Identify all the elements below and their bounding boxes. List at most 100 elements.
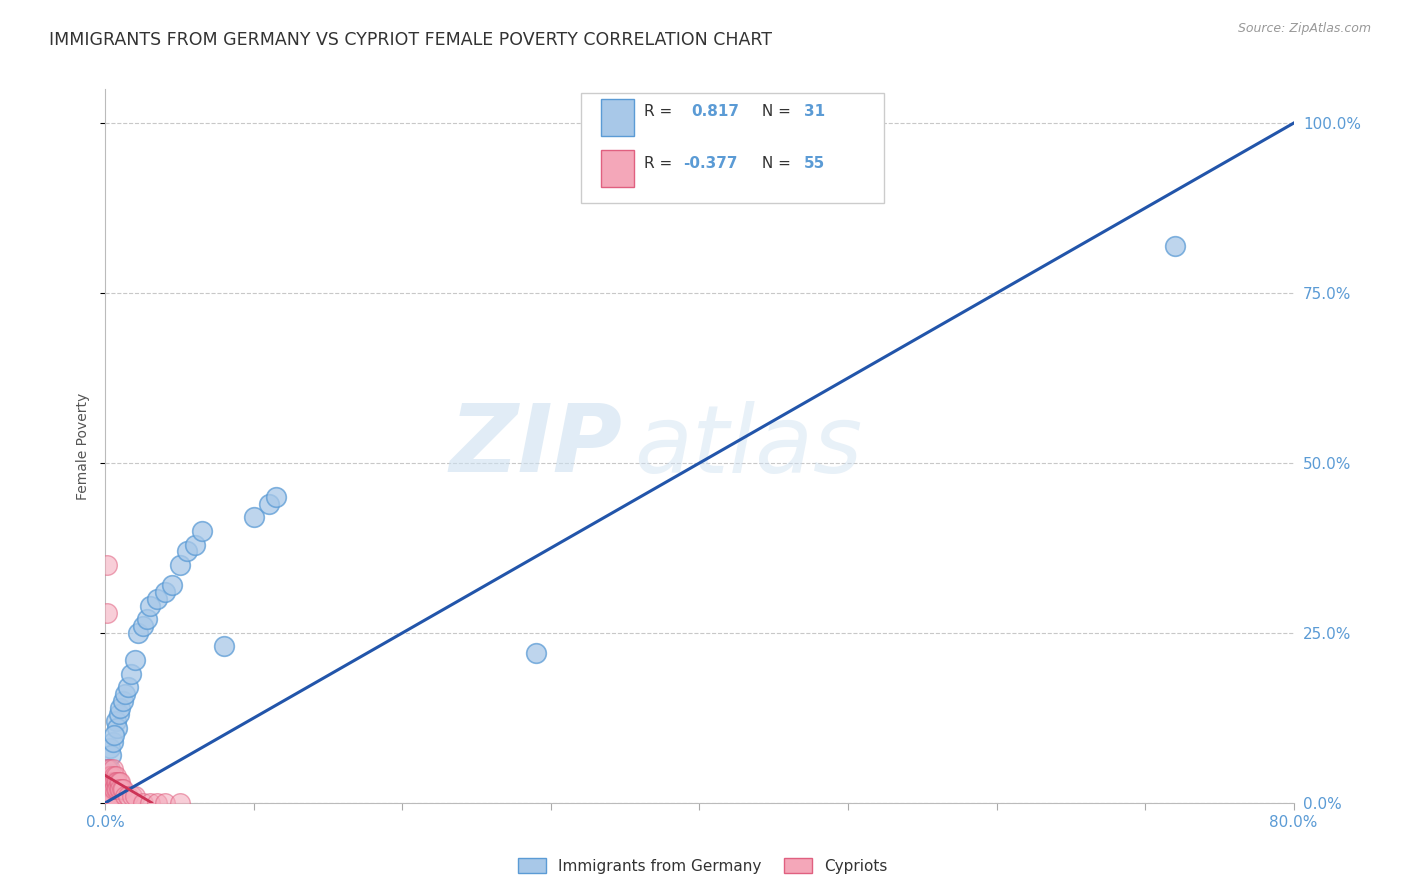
Point	[100, 769, 122, 783]
Point	[110, 700, 132, 714]
Point	[96, 796, 118, 810]
Point	[100, 782, 122, 797]
Text: 31: 31	[804, 104, 825, 120]
Point	[110, 775, 132, 789]
Point	[153, 585, 176, 599]
Point	[97, 762, 120, 776]
Point	[169, 558, 191, 572]
Point	[101, 762, 124, 776]
Point	[108, 707, 131, 722]
Point	[105, 782, 128, 797]
Point	[97, 796, 120, 810]
Point	[97, 789, 120, 803]
Point	[214, 640, 236, 654]
Point	[191, 524, 214, 538]
Point	[153, 796, 176, 810]
Point	[146, 591, 169, 606]
Point	[108, 782, 131, 797]
Point	[96, 782, 118, 797]
Point	[139, 796, 162, 810]
Point	[131, 796, 153, 810]
Point	[104, 714, 127, 729]
Point	[101, 775, 124, 789]
Point	[103, 775, 125, 789]
Legend: Immigrants from Germany, Cypriots: Immigrants from Germany, Cypriots	[512, 852, 894, 880]
Point	[114, 789, 136, 803]
Point	[264, 490, 287, 504]
Point	[124, 653, 146, 667]
FancyBboxPatch shape	[600, 150, 634, 187]
Point	[97, 782, 120, 797]
Text: ZIP: ZIP	[450, 400, 623, 492]
Text: R =: R =	[644, 156, 676, 171]
Point	[103, 769, 125, 783]
Point	[104, 775, 127, 789]
Point	[96, 762, 118, 776]
FancyBboxPatch shape	[600, 98, 634, 136]
Y-axis label: Female Poverty: Female Poverty	[76, 392, 90, 500]
Point	[105, 721, 128, 735]
Point	[136, 612, 159, 626]
Point	[104, 769, 127, 783]
Text: 55: 55	[804, 156, 825, 171]
Point	[100, 748, 122, 763]
Point	[98, 741, 121, 756]
Text: atlas: atlas	[634, 401, 862, 491]
Text: 0.817: 0.817	[692, 104, 740, 120]
Point	[139, 599, 162, 613]
Point	[100, 796, 122, 810]
Point	[98, 769, 121, 783]
Point	[114, 687, 136, 701]
Point	[98, 782, 121, 797]
Point	[105, 775, 128, 789]
Point	[243, 510, 266, 524]
Point	[169, 796, 191, 810]
Text: R =: R =	[644, 104, 676, 120]
Point	[112, 694, 135, 708]
Point	[1164, 238, 1187, 252]
Point	[124, 789, 146, 803]
Text: N =: N =	[756, 156, 796, 171]
Point	[183, 537, 205, 551]
Point	[257, 497, 280, 511]
Point	[97, 789, 120, 803]
Point	[101, 782, 124, 797]
Point	[110, 782, 132, 797]
Point	[146, 796, 169, 810]
Point	[117, 789, 139, 803]
Point	[117, 680, 139, 694]
Point	[120, 666, 142, 681]
Point	[98, 789, 121, 803]
Point	[104, 782, 127, 797]
Point	[100, 775, 122, 789]
Point	[101, 789, 124, 803]
Point	[524, 646, 547, 660]
Point	[108, 775, 131, 789]
Point	[97, 769, 120, 783]
Point	[96, 775, 118, 789]
Point	[96, 789, 118, 803]
Point	[97, 775, 120, 789]
Point	[101, 734, 124, 748]
Point	[98, 762, 121, 776]
Text: N =: N =	[756, 104, 796, 120]
Point	[111, 782, 134, 797]
Point	[98, 775, 121, 789]
Text: Source: ZipAtlas.com: Source: ZipAtlas.com	[1237, 22, 1371, 36]
Point	[176, 544, 198, 558]
Point	[96, 558, 118, 572]
Point	[100, 789, 122, 803]
Point	[96, 796, 118, 810]
Point	[103, 728, 125, 742]
Point	[162, 578, 184, 592]
FancyBboxPatch shape	[581, 93, 883, 203]
Point	[98, 789, 121, 803]
Point	[127, 626, 149, 640]
Point	[112, 782, 135, 797]
Point	[97, 796, 120, 810]
Point	[96, 606, 118, 620]
Point	[103, 782, 125, 797]
Point	[97, 796, 120, 810]
Point	[121, 789, 143, 803]
Text: IMMIGRANTS FROM GERMANY VS CYPRIOT FEMALE POVERTY CORRELATION CHART: IMMIGRANTS FROM GERMANY VS CYPRIOT FEMAL…	[49, 31, 772, 49]
